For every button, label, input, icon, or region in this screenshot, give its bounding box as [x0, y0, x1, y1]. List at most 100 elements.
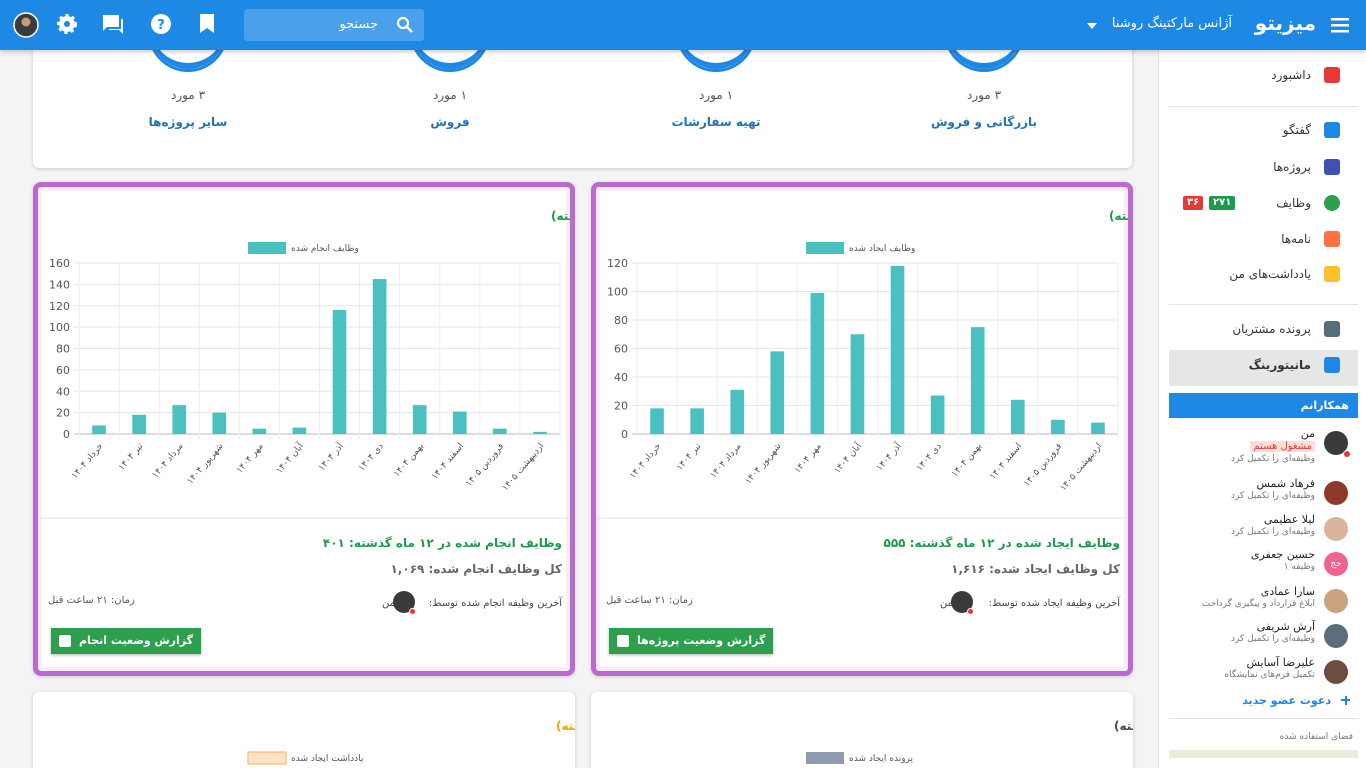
chart-title: وظایف ایجاد شده (۱۲ ماه گذشته): [1109, 209, 1128, 224]
overall-total: کل وظایف انجام شده: ۱,۰۶۹: [390, 562, 562, 576]
period-total: وظایف ایجاد شده در ۱۲ ماه گذشته: ۵۵۵: [883, 536, 1120, 550]
menu-icon: [1324, 195, 1340, 211]
colleague-name[interactable]: لیلا عظیمی: [1263, 513, 1315, 526]
y-tick-label: 80: [56, 343, 70, 356]
colleague-avatar: [1324, 589, 1348, 613]
report-button[interactable]: گزارش وضعیت انجام: [51, 628, 202, 654]
x-tick-label: فروردین ۱۴۰۵: [1022, 442, 1064, 489]
online-dot: [409, 608, 416, 615]
divider: [1169, 106, 1358, 107]
colleagues-title: همکارانم: [1300, 399, 1349, 412]
bar: [810, 292, 825, 434]
organization-selector[interactable]: آژانس مارکتینگ روشنا: [1111, 16, 1232, 31]
legend-swatch: [806, 752, 844, 764]
help-icon[interactable]: ?: [150, 13, 172, 35]
colleague-name[interactable]: سارا عمادی: [1260, 585, 1315, 598]
menu-item[interactable]: وظایف: [1276, 196, 1311, 210]
project-label[interactable]: بازرگانی و فروش: [930, 115, 1038, 129]
x-tick-label: تیر ۱۴۰۴: [675, 441, 704, 473]
bar: [493, 428, 507, 434]
settings-icon[interactable]: [56, 13, 78, 35]
x-tick-label: شهریور ۱۴۰۴: [744, 442, 784, 487]
sidebar: داشبورد گفتگو پروژه‌ها وظایف ۲۷۱ ۳۶ نامه‌ها یاد…: [1158, 50, 1366, 768]
x-tick-label: خرداد ۱۴۰۴: [70, 442, 105, 482]
x-tick-label: اردیبهشت ۱۴۰۵: [500, 442, 546, 494]
bar: [1010, 399, 1025, 434]
menu-item[interactable]: پرونده مشتریان: [1232, 322, 1311, 336]
project-label[interactable]: فروش: [430, 115, 470, 129]
menu-button[interactable]: [1330, 15, 1350, 35]
y-tick-label: 160: [49, 257, 70, 270]
colleague-name[interactable]: من: [1300, 427, 1315, 440]
x-tick-label: مرداد ۱۴۰۴: [709, 441, 744, 480]
user-avatar[interactable]: [13, 12, 39, 38]
search-placeholder: جستجو: [339, 17, 378, 32]
colleague-name[interactable]: آرش شریفی: [1256, 620, 1315, 633]
bar: [1051, 419, 1065, 434]
chart: پرونده‌های ایجاد شده (۱۲ ماه گذشته) پروند…: [611, 719, 1134, 768]
bar: [890, 265, 905, 434]
colleague-avatar: [1324, 481, 1348, 505]
chart-card: وظایف ایجاد شده (۱۲ ماه گذشته) وظایف ایجا…: [591, 182, 1133, 676]
period-total: وظایف انجام شده در ۱۲ ماه گذشته: ۴۰۱: [322, 536, 562, 550]
menu-item[interactable]: یادداشت‌های من: [1229, 267, 1311, 281]
colleague-name[interactable]: علیرضا آسایش: [1246, 656, 1316, 669]
invite-plus: [1344, 695, 1347, 705]
menu-icon: [1324, 357, 1340, 373]
invite-link[interactable]: دعوت عضو جدید: [1242, 694, 1331, 707]
x-tick-label: شهریور ۱۴۰۴: [186, 442, 226, 487]
online-dot: [967, 608, 974, 615]
bar: [730, 389, 745, 434]
y-tick-label: 60: [56, 364, 70, 377]
legend-label: یادداشت ایجاد شده: [291, 754, 364, 764]
chart: وظایف انجام شده (۱۲ ماه گذشته) وظایف انجا…: [38, 209, 570, 519]
last-by-avatar: [951, 591, 973, 613]
y-tick-label: 120: [607, 257, 628, 270]
project-count: ۳ مورد: [966, 88, 1002, 102]
chart-card: وظایف انجام شده (۱۲ ماه گذشته) وظایف انجا…: [33, 182, 575, 676]
brand[interactable]: میزیتو: [1254, 11, 1316, 35]
chart: یادداشت‌ها (۳۰ روز گذشته) یادداشت ایجاد ش…: [53, 719, 576, 768]
project-label[interactable]: تهیه سفارشات: [671, 115, 761, 129]
chart-title: پرونده‌های ایجاد شده (۱۲ ماه گذشته): [1114, 719, 1133, 734]
report-button[interactable]: گزارش وضعیت پروژه‌ها: [609, 628, 774, 654]
project-label[interactable]: سایر پروژه‌ها: [148, 115, 228, 129]
menu-icon: [1324, 159, 1340, 175]
x-tick-label: خرداد ۱۴۰۴: [628, 442, 663, 482]
project-count: ۱ مورد: [432, 88, 468, 102]
menu-item[interactable]: نامه‌ها: [1281, 232, 1311, 246]
project-count: ۱ مورد: [698, 88, 734, 102]
colleague-name[interactable]: فرهاد شمس: [1256, 477, 1315, 490]
last-time: زمان: ۲۱ ساعت قبل: [606, 595, 693, 606]
menu-item[interactable]: گفتگو: [1282, 123, 1311, 137]
overall-total: کل وظایف ایجاد شده: ۱,۶۱۶: [951, 562, 1120, 576]
menu-badge: ۳۶: [1183, 196, 1204, 210]
legend-swatch: [806, 242, 844, 254]
x-tick-label: بهمن ۱۴۰۴: [392, 442, 426, 480]
bookmark-icon[interactable]: [198, 13, 216, 35]
colleague-initials: حج: [1330, 559, 1342, 569]
menu-item[interactable]: داشبورد: [1271, 68, 1311, 82]
bar: [292, 427, 307, 434]
last-by-name: من: [940, 598, 953, 609]
colleague-name[interactable]: حسین جعفری: [1250, 548, 1315, 561]
chat-icon[interactable]: [102, 13, 124, 35]
y-tick-label: 0: [63, 428, 70, 441]
menu-item[interactable]: پروژه‌ها: [1273, 160, 1311, 174]
colleague-activity: وظیفه‌ای را تکمیل کرد: [1230, 454, 1315, 464]
chart: وظایف ایجاد شده (۱۲ ماه گذشته) وظایف ایجا…: [596, 209, 1128, 519]
y-tick-label: 0: [621, 428, 628, 441]
x-tick-label: دی ۱۴۰۴: [357, 442, 386, 474]
menu-item[interactable]: مانیتورینگ: [1248, 358, 1311, 372]
svg-text:?: ?: [157, 18, 165, 33]
y-tick-label: 120: [49, 300, 70, 313]
menu-icon: [1324, 266, 1340, 282]
search-box[interactable]: جستجو: [244, 9, 424, 41]
y-tick-label: 80: [614, 314, 628, 327]
dropdown-caret[interactable]: [1087, 22, 1097, 30]
y-tick-label: 100: [607, 286, 628, 299]
last-by-avatar: [393, 591, 415, 613]
legend-swatch: [248, 242, 286, 254]
summary-card: ۳ مورد بازرگانی و فروش ۱ مورد تهیه سفارشات ۱…: [33, 0, 1132, 168]
colleagues-header: [1169, 393, 1358, 418]
